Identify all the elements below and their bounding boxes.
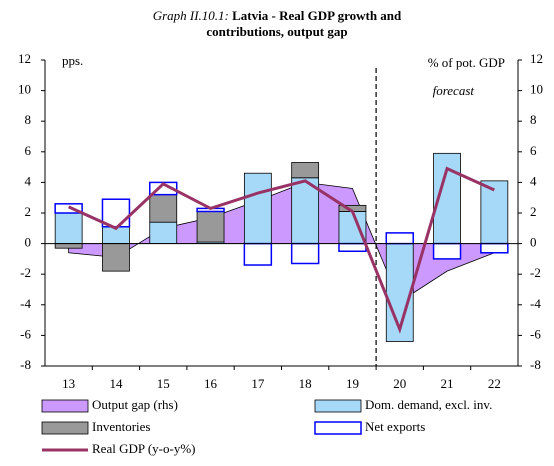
legend-swatch [41,399,89,413]
title-line: Latvia - Real GDP growth and [232,8,402,23]
x-tick-label: 18 [299,376,312,391]
x-tick-label: 17 [251,376,265,391]
bar [196,211,225,243]
y2-tick-label: 4 [530,173,537,188]
graph-label: Graph II.10.1: [153,8,229,23]
title-line: contributions, output gap [206,24,347,39]
bar [480,180,509,244]
x-tick-label: 19 [346,376,359,391]
x-tick-label: 14 [109,376,123,391]
bar [338,242,367,253]
x-tick-label: 22 [488,376,501,391]
bar [243,172,272,244]
bar [480,242,509,254]
bar [290,242,320,265]
legend-swatch [314,399,362,413]
y-tick-label: 12 [18,51,31,66]
x-tick-label: 21 [441,376,454,391]
y2-unit-label: % of pot. GDP [428,55,505,70]
y-tick-label: 8 [25,112,32,127]
bar [54,212,83,245]
x-tick-label: 13 [62,376,75,391]
legend-swatch [314,421,362,435]
bar [54,243,83,249]
y-tick-label: 4 [25,173,32,188]
chart-title: Graph II.10.1: Latvia - Real GDP growth … [153,8,402,23]
bar [102,243,130,272]
bar [149,194,178,223]
bar [149,221,178,244]
y2-tick-label: -8 [530,357,541,372]
y2-tick-label: 0 [530,235,537,250]
x-tick-label: 15 [157,376,170,391]
bar [385,232,414,245]
legend-label: Dom. demand, excl. inv. [365,397,492,412]
y2-tick-label: -4 [530,296,541,311]
legend-label: Real GDP (y-o-y%) [92,441,196,456]
y-tick-label: -4 [20,296,31,311]
y-tick-label: -8 [20,357,31,372]
line [68,166,495,334]
bar [432,242,462,260]
legend-label: Output gap (rhs) [92,397,178,412]
legend-swatch [41,421,89,435]
y2-tick-label: 12 [530,51,543,66]
y-tick-label: 0 [25,235,32,250]
bar [291,162,320,179]
y2-tick-label: 6 [530,143,537,158]
bar [243,242,273,266]
area [68,181,495,303]
x-tick-label: 20 [393,376,406,391]
y-tick-label: -2 [20,265,31,280]
y2-tick-label: 8 [530,112,537,127]
legend-label: Net exports [365,419,425,434]
y-tick-label: -6 [20,326,31,341]
y2-tick-label: 10 [530,82,543,97]
y-tick-label: 6 [25,143,32,158]
x-tick-label: 16 [204,376,218,391]
y-unit-label: pps. [62,53,83,68]
y-tick-label: 10 [18,82,31,97]
y-tick-label: 2 [25,204,32,219]
y2-tick-label: 2 [530,204,537,219]
annotation: forecast [433,83,475,98]
y2-tick-label: -6 [530,326,541,341]
y2-tick-label: -2 [530,265,541,280]
legend-label: Inventories [92,419,150,434]
bar [291,177,320,244]
